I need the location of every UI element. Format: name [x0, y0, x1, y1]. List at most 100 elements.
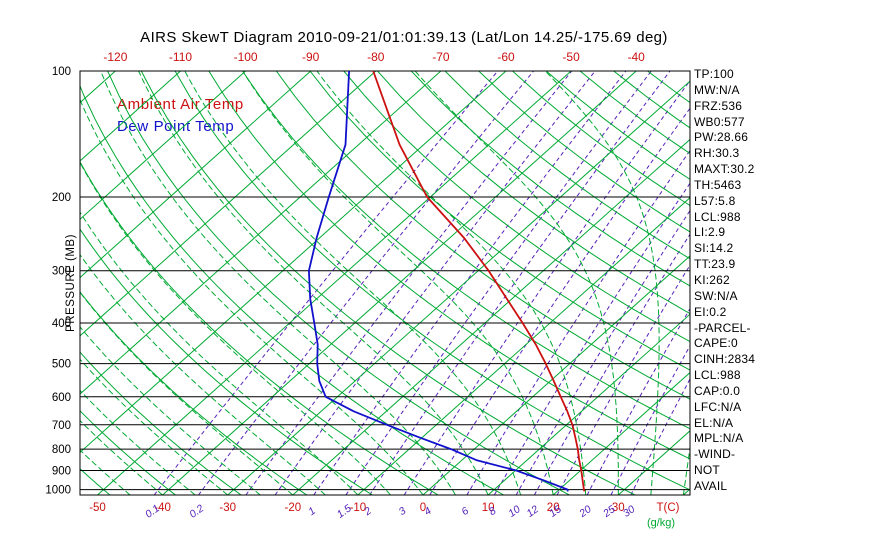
mixing-ratio-line: [630, 377, 690, 495]
moist-adiabat-line: [100, 71, 457, 495]
moist-adiabat-line: [414, 71, 619, 495]
mixing-ratio-label: 3: [397, 505, 409, 518]
isotherm-line: [80, 71, 442, 395]
pressure-label: 500: [52, 359, 71, 371]
dry-adiabat-line: [80, 160, 439, 495]
stats-line: MW:N/A: [694, 82, 740, 97]
pressure-label: 300: [52, 266, 71, 278]
mixing-ratio-line: [403, 79, 690, 495]
moist-adiabat-line: [138, 71, 489, 495]
stats-line: TT:23.9: [694, 257, 736, 272]
dry-adiabat-line: [478, 71, 690, 233]
stats-line: RH:30.3: [694, 146, 740, 161]
top-temp-label: -90: [302, 50, 320, 64]
isotherm-line: [422, 255, 690, 495]
isotherm-line: [80, 71, 181, 162]
stats-line: L57:5.8: [694, 193, 736, 208]
mixing-ratio-line: [533, 233, 690, 495]
mixing-ratio-line: [313, 71, 627, 495]
stats-line: NOT: [694, 463, 720, 478]
chart-title: AIRS SkewT Diagram 2010-09-21/01:01:39.1…: [140, 29, 668, 46]
bottom-temp-label: 0: [420, 502, 426, 514]
moist-adiabat-line: [80, 326, 261, 495]
isotherm-line: [80, 71, 377, 337]
isotherm-line: [97, 71, 572, 495]
dew-point-trace: [308, 71, 569, 492]
stats-line: MAXT:30.2: [694, 162, 755, 177]
mixing-ratio-line: [245, 71, 573, 495]
top-temp-label: -120: [103, 50, 127, 64]
top-temp-label: -100: [234, 50, 258, 64]
mixing-ratio-line: [556, 264, 690, 495]
stats-panel: TP:100 MW:N/A FRZ:536 WB0:577 PW:28.66 RH:30.…: [694, 67, 755, 495]
axis-labels: -120 -110 -100 -90 -80 -70 -60 -50 -40-50 -40 -30-…: [45, 50, 679, 529]
bottom-temp-label: 10: [482, 502, 495, 514]
skewt-grid: [80, 71, 690, 495]
legend-dew-point-temp: Dew Point Temp: [117, 118, 235, 135]
mixing-ratio-line: [198, 71, 534, 495]
top-temp-label: -60: [497, 50, 515, 64]
isotherm-line: [80, 71, 246, 220]
ambient-temp-trace: [372, 71, 586, 492]
dry-adiabat-line: [343, 71, 690, 343]
dry-adiabat-line: [80, 410, 176, 495]
isotherm-line: [227, 80, 690, 495]
moist-adiabat-line: [545, 71, 660, 495]
moist-adiabat-line: [80, 161, 391, 495]
pressure-label: 900: [52, 466, 71, 478]
mixing-ratio-label: 8: [487, 505, 499, 518]
bottom-temp-label: -50: [89, 502, 106, 514]
stats-line: LCL:988: [694, 368, 741, 383]
moist-adiabat-line: [80, 419, 163, 495]
mixing-ratio-unit-label: (g/kg): [647, 517, 675, 529]
stats-line: TH:5463: [694, 177, 742, 192]
dry-adiabat-line: [80, 291, 308, 495]
dry-adiabat-line: [410, 71, 690, 287]
mixing-ratio-label: 12: [524, 503, 541, 520]
moist-adiabat-line: [242, 71, 554, 495]
moist-adiabat-line: [316, 71, 587, 495]
bottom-temp-label: -20: [284, 502, 301, 514]
stats-line: PW:28.66: [694, 130, 749, 145]
mixing-ratio-label: 4: [422, 505, 434, 518]
bottom-temp-label: 30: [612, 502, 625, 514]
stats-line: WB0:577: [694, 114, 745, 129]
mixing-ratio-line: [345, 71, 652, 495]
stats-line: -PARCEL-: [694, 320, 751, 335]
mixing-ratio-label: 1: [306, 505, 318, 518]
pressure-label: 1000: [45, 485, 71, 497]
stats-line: LI:2.9: [694, 225, 726, 240]
stats-line: KI:262: [694, 272, 730, 287]
mixing-ratio-line: [515, 209, 690, 495]
plot-frame: [79, 70, 691, 496]
top-temp-label: -40: [628, 50, 646, 64]
isotherm-line: [357, 197, 690, 495]
bottom-temp-label: -10: [350, 502, 367, 514]
temp-unit-label: T(C): [657, 502, 680, 514]
dry-adiabat-line: [107, 71, 570, 495]
bottom-temp-label: -40: [154, 502, 171, 514]
isotherm-line: [80, 71, 312, 279]
mixing-ratio-line: [153, 71, 499, 495]
moist-adiabat-line: [682, 444, 690, 495]
mixing-ratio-line: [493, 182, 690, 495]
pressure-axis-title: PRESSURE (MB): [65, 234, 77, 332]
top-temp-label: -50: [562, 50, 580, 64]
dry-adiabat-line: [80, 351, 242, 495]
stats-line: FRZ:536: [694, 98, 743, 113]
stats-line: TP:100: [694, 67, 734, 81]
pressure-label: 200: [52, 192, 71, 204]
dry-adiabat-line: [80, 228, 373, 495]
top-temp-label: -110: [169, 50, 192, 64]
dry-adiabat-line: [174, 71, 690, 491]
isotherm-line: [162, 71, 637, 495]
top-temp-label: -80: [367, 50, 385, 64]
dry-adiabat-line: [512, 71, 690, 207]
mixing-ratio-label: 6: [459, 505, 471, 518]
sounding-traces: [308, 71, 586, 492]
moist-adiabat-line: [80, 449, 131, 495]
stats-line: MPL:N/A: [694, 431, 744, 446]
moist-adiabat-line: [80, 389, 196, 495]
stats-line: CAP:0.0: [694, 383, 741, 398]
